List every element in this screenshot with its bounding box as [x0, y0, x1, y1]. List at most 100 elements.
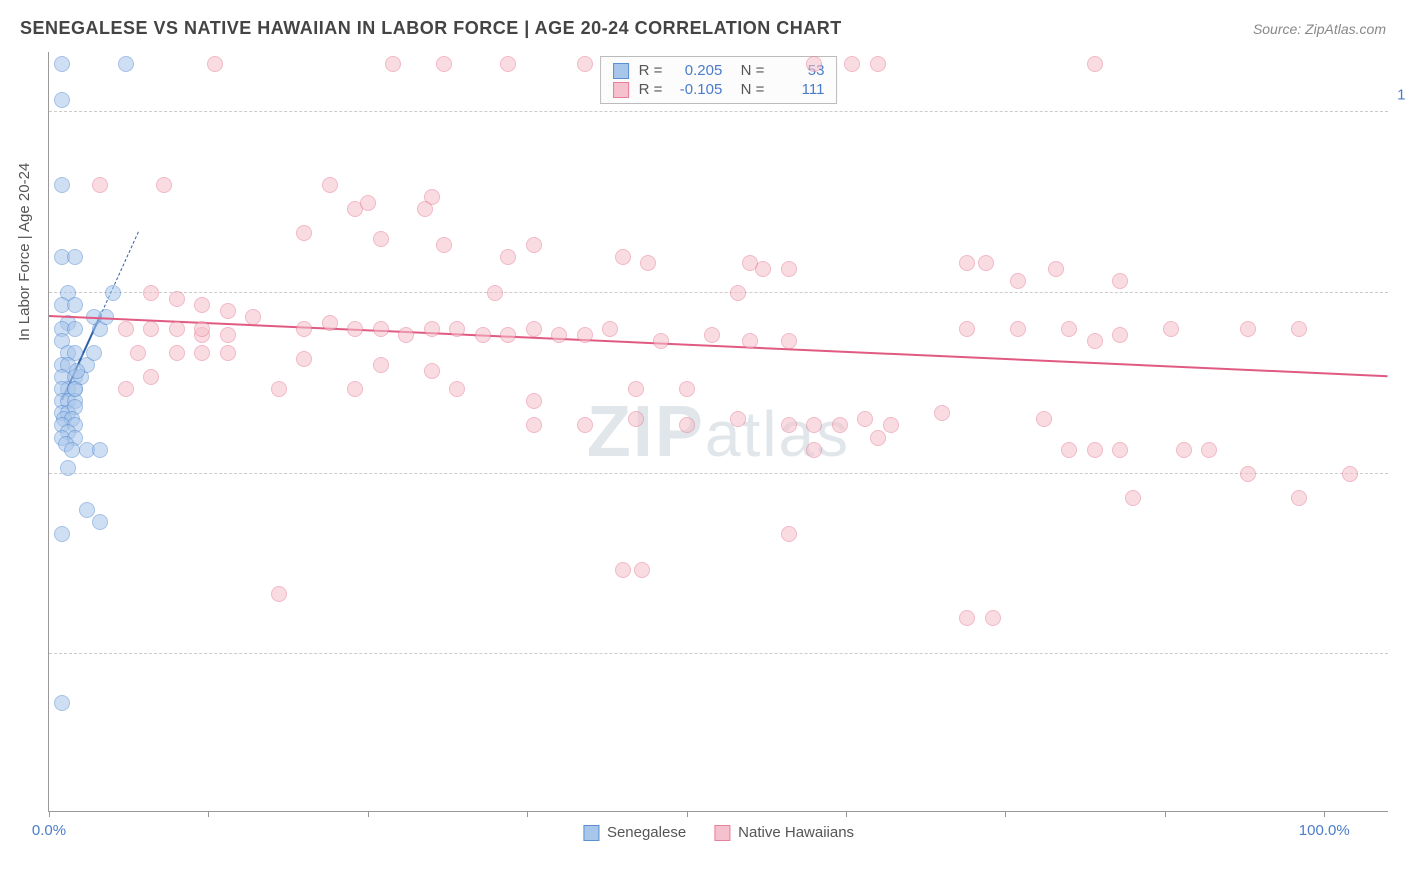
x-tick [208, 811, 209, 817]
data-point [832, 417, 848, 433]
data-point [1010, 273, 1026, 289]
data-point [1010, 321, 1026, 337]
data-point [857, 411, 873, 427]
stats-swatch [613, 63, 629, 79]
x-tick [49, 811, 50, 817]
data-point [640, 255, 656, 271]
trend-line [100, 232, 139, 317]
data-point [347, 321, 363, 337]
data-point [1342, 466, 1358, 482]
data-point [54, 92, 70, 108]
gridline [49, 111, 1388, 112]
data-point [156, 177, 172, 193]
data-point [64, 442, 80, 458]
data-point [1048, 261, 1064, 277]
y-tick-label: 85.0% [1392, 267, 1406, 284]
x-tick-label: 0.0% [32, 822, 66, 839]
scatter-chart: ZIPatlas R =0.205 N =53R =-0.105 N =111 … [48, 52, 1388, 812]
data-point [577, 56, 593, 72]
legend-label: Native Hawaiians [738, 824, 854, 841]
data-point [844, 56, 860, 72]
data-point [1087, 442, 1103, 458]
x-tick [527, 811, 528, 817]
data-point [1240, 466, 1256, 482]
data-point [526, 237, 542, 253]
data-point [1163, 321, 1179, 337]
data-point [679, 381, 695, 397]
data-point [500, 56, 516, 72]
x-tick [687, 811, 688, 817]
data-point [449, 381, 465, 397]
data-point [704, 327, 720, 343]
data-point [92, 442, 108, 458]
watermark-rest: atlas [705, 398, 850, 470]
x-tick [368, 811, 369, 817]
data-point [69, 363, 85, 379]
stats-r-value: -0.105 [672, 81, 722, 98]
data-point [1061, 442, 1077, 458]
legend-label: Senegalese [607, 824, 686, 841]
stats-n-label: N = [732, 81, 764, 98]
stats-n-label: N = [732, 62, 764, 79]
data-point [577, 417, 593, 433]
data-point [742, 333, 758, 349]
data-point [1112, 273, 1128, 289]
data-point [634, 562, 650, 578]
data-point [806, 56, 822, 72]
data-point [296, 351, 312, 367]
data-point [781, 417, 797, 433]
data-point [985, 610, 1001, 626]
legend-item: Native Hawaiians [714, 824, 854, 841]
data-point [220, 327, 236, 343]
data-point [54, 695, 70, 711]
y-tick-label: 100.0% [1392, 87, 1406, 104]
stats-n-value: 111 [774, 81, 824, 98]
chart-header: SENEGALESE VS NATIVE HAWAIIAN IN LABOR F… [0, 0, 1406, 49]
data-point [959, 610, 975, 626]
data-point [653, 333, 669, 349]
data-point [322, 177, 338, 193]
data-point [143, 321, 159, 337]
data-point [781, 261, 797, 277]
data-point [417, 201, 433, 217]
data-point [551, 327, 567, 343]
data-point [207, 56, 223, 72]
data-point [500, 249, 516, 265]
data-point [449, 321, 465, 337]
stats-swatch [613, 82, 629, 98]
data-point [322, 315, 338, 331]
data-point [60, 460, 76, 476]
stats-r-value: 0.205 [672, 62, 722, 79]
data-point [1112, 327, 1128, 343]
y-tick-label: 55.0% [1392, 629, 1406, 646]
data-point [220, 303, 236, 319]
gridline [49, 292, 1388, 293]
data-point [730, 285, 746, 301]
data-point [92, 514, 108, 530]
stats-row: R =-0.105 N =111 [601, 80, 837, 99]
x-tick [846, 811, 847, 817]
data-point [54, 177, 70, 193]
gridline [49, 653, 1388, 654]
data-point [526, 321, 542, 337]
x-tick [1165, 811, 1166, 817]
data-point [1036, 411, 1052, 427]
data-point [194, 297, 210, 313]
chart-source: Source: ZipAtlas.com [1253, 21, 1386, 37]
data-point [742, 255, 758, 271]
data-point [67, 249, 83, 265]
data-point [296, 321, 312, 337]
stats-r-label: R = [639, 62, 663, 79]
data-point [398, 327, 414, 343]
data-point [526, 393, 542, 409]
data-point [615, 562, 631, 578]
data-point [118, 381, 134, 397]
data-point [1240, 321, 1256, 337]
legend-swatch [714, 825, 730, 841]
data-point [628, 411, 644, 427]
data-point [475, 327, 491, 343]
data-point [130, 345, 146, 361]
data-point [143, 369, 159, 385]
data-point [54, 56, 70, 72]
data-point [883, 417, 899, 433]
